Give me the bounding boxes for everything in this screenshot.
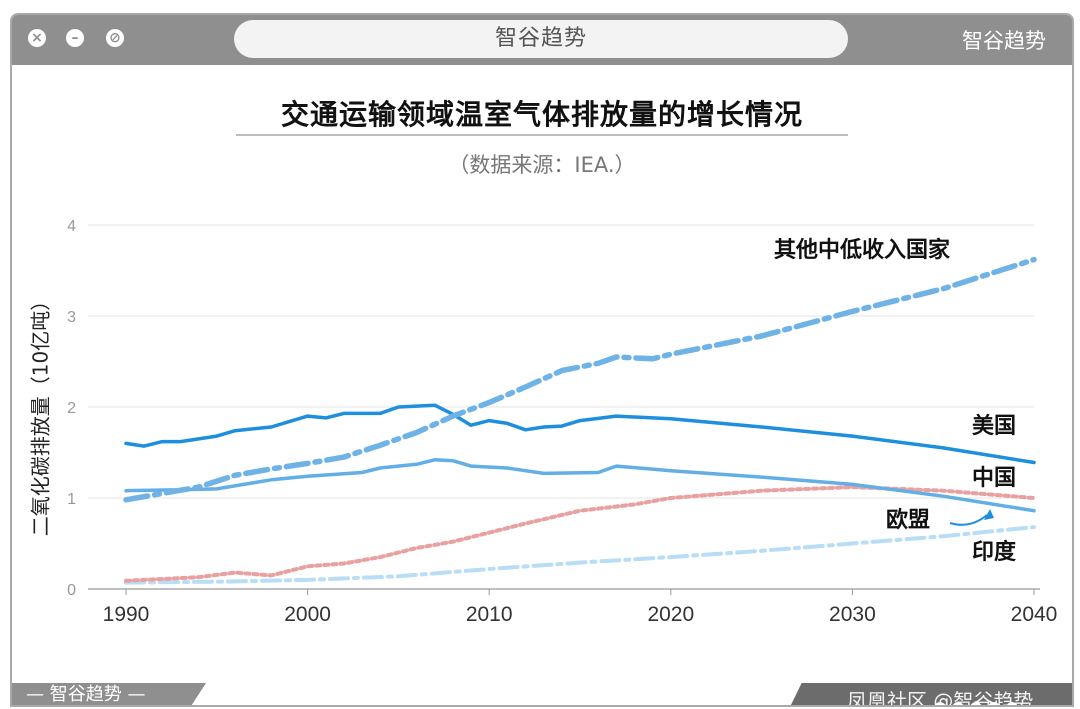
annotation-arrow bbox=[949, 514, 988, 526]
series-line-美国 bbox=[124, 403, 1036, 465]
chart-plot-area: 0 1 2 3 4 1990 2000 2010 2020 2030 2040 其他中低收入国家美国中… bbox=[67, 218, 1058, 626]
close-icon[interactable]: × bbox=[28, 29, 46, 47]
y-tick-label: 4 bbox=[67, 218, 76, 235]
x-tick-label: 2030 bbox=[829, 603, 876, 626]
annotation-arrowhead bbox=[984, 509, 994, 520]
x-tick-label: 2020 bbox=[647, 603, 694, 626]
brand-logo-top: 智谷趋势 bbox=[962, 29, 1046, 53]
series-line-其他中低收入国家 bbox=[123, 256, 1037, 503]
block-icon[interactable]: ⊘ bbox=[106, 29, 124, 47]
y-tick-label: 3 bbox=[67, 309, 76, 326]
title-underline bbox=[236, 134, 848, 136]
series-label-印度: 印度 bbox=[972, 539, 1017, 565]
series-label-中国: 中国 bbox=[972, 466, 1016, 491]
footer-brand: — 智谷趋势 — bbox=[12, 683, 206, 705]
watermark: 凤凰社区 @智谷趋势 bbox=[847, 689, 1034, 707]
minimize-icon[interactable]: – bbox=[66, 29, 84, 47]
footer-bar bbox=[790, 683, 1072, 705]
y-tick-label: 0 bbox=[67, 582, 76, 599]
series-label-其他中低收入国家: 其他中低收入国家 bbox=[774, 237, 951, 263]
x-tick-label: 2010 bbox=[466, 603, 513, 626]
y-tick-label: 1 bbox=[67, 491, 76, 508]
title-bar: × – ⊘ 智谷趋势 智谷趋势 bbox=[12, 15, 1072, 65]
y-tick-label: 2 bbox=[67, 400, 76, 417]
series-line-中国 bbox=[124, 458, 1036, 513]
series-label-美国: 美国 bbox=[972, 413, 1016, 439]
address-bar[interactable]: 智谷趋势 bbox=[234, 20, 848, 58]
x-tick-label: 2000 bbox=[284, 603, 331, 626]
chart-subtitle: （数据来源：IEA.） bbox=[448, 153, 636, 177]
x-tick-label: 1990 bbox=[103, 603, 150, 626]
series-label-欧盟: 欧盟 bbox=[886, 507, 930, 533]
window-frame: × – ⊘ 智谷趋势 智谷趋势 交通运输领域温室气体排放量的增长情况 （数据来源… bbox=[10, 13, 1074, 707]
series-line-欧盟 bbox=[124, 485, 1036, 583]
x-tick-label: 2040 bbox=[1011, 603, 1058, 626]
series-line-印度 bbox=[124, 525, 1036, 585]
chart-title: 交通运输领域温室气体排放量的增长情况 bbox=[280, 98, 803, 131]
footer-dots bbox=[934, 699, 1024, 705]
